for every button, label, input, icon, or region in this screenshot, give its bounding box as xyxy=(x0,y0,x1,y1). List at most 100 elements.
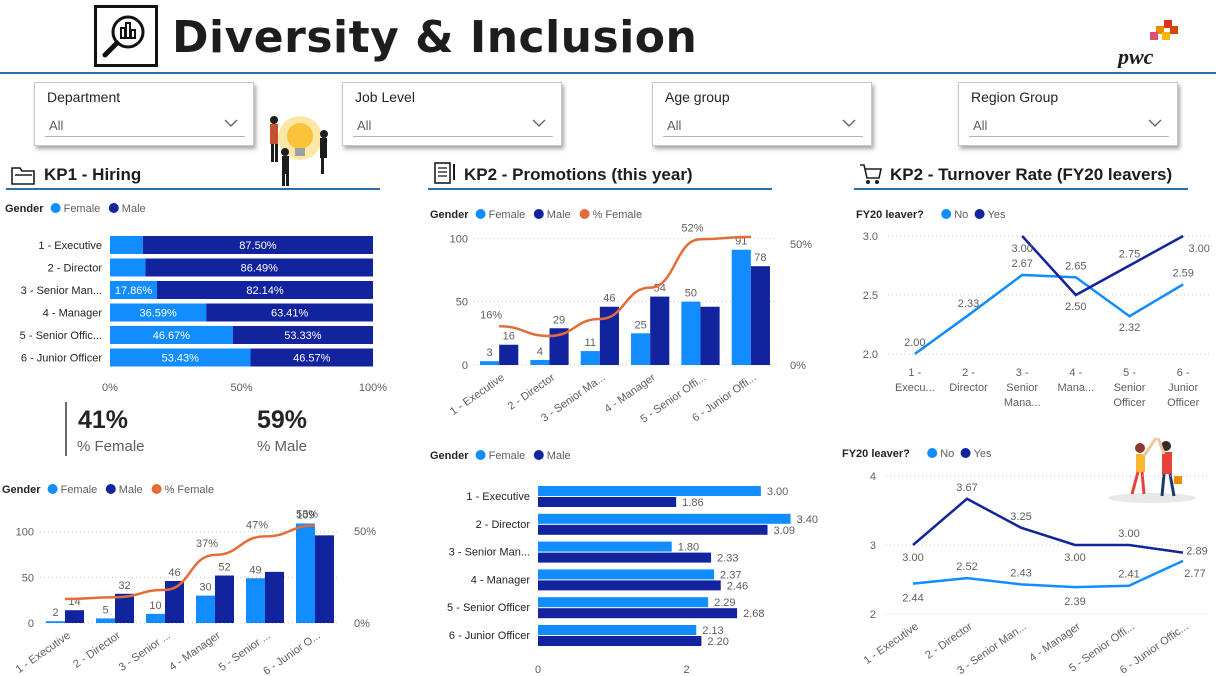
x-tick-label: 50% xyxy=(230,382,252,394)
job-level-filter[interactable]: Job Level All xyxy=(342,82,562,146)
female-bar xyxy=(538,513,791,524)
y-tick-label: 0 xyxy=(28,618,34,630)
hiring-count-legend-label: Male xyxy=(119,484,143,496)
yes-data-label: 2.89 xyxy=(1186,546,1207,558)
female-data-label: 2.37 xyxy=(720,569,741,581)
turnover-line-chart-1: FY20 leaver? No Yes 2.0 2.5 3.0 2.00 2.33 2.67 2.… xyxy=(856,209,1210,409)
department-filter[interactable]: Department All xyxy=(34,82,254,146)
y-tick-label: 2.5 xyxy=(863,290,878,302)
hiring-stack-legend-title: Gender xyxy=(5,203,44,215)
category-label: Junior xyxy=(1168,382,1198,394)
y-tick-label: 0 xyxy=(462,360,468,372)
no-series-line xyxy=(914,273,1184,356)
female-data-label: 3 xyxy=(487,347,493,359)
turnover-2-legend-title: FY20 leaver? xyxy=(842,448,910,460)
male-data-label: 2.33 xyxy=(717,553,738,565)
region-group-filter[interactable]: Region Group All xyxy=(958,82,1178,146)
y-tick-label: 3 xyxy=(870,540,876,552)
male-data-label: 78 xyxy=(754,252,766,264)
promotions-counts-chart: Gender Female Male % Female 0 50 100 0% 50% 3 16 1 … xyxy=(430,209,812,426)
age-group-filter[interactable]: Age group All xyxy=(652,82,872,146)
x-tick-label: 2 xyxy=(684,664,690,676)
y-tick-label: 50 xyxy=(456,297,468,309)
region-group-dropdown[interactable]: All xyxy=(969,113,1169,137)
chevron-down-icon[interactable] xyxy=(1147,115,1163,131)
y-tick-label: 4 xyxy=(870,471,876,483)
male-bar xyxy=(115,593,134,623)
no-data-label: 2.77 xyxy=(1184,568,1205,580)
analytics-magnifier-icon xyxy=(94,5,158,67)
y2-tick-label: 0% xyxy=(354,618,370,630)
promo-hbar-legend-title: Gender xyxy=(430,450,469,462)
female-data-label: 2 xyxy=(52,607,58,619)
male-data-label: 52 xyxy=(218,562,230,574)
kpi-female-label: % Female xyxy=(77,438,145,455)
male-bar xyxy=(65,610,84,623)
male-data-label: 82.14% xyxy=(246,285,284,297)
shopping-cart-icon xyxy=(860,164,882,184)
job-level-dropdown[interactable]: All xyxy=(353,113,553,137)
category-label: 4 - Manager xyxy=(167,629,223,673)
pct-female-data-label: 53% xyxy=(296,508,318,520)
male-bar xyxy=(142,236,373,254)
pwc-logo: pwc xyxy=(1112,18,1182,69)
category-label: 2 - Director xyxy=(923,620,975,661)
category-label: 6 - Junior Officer xyxy=(21,353,102,365)
y-tick-label: 2 xyxy=(870,609,876,621)
category-label: 1 - Executive xyxy=(448,372,507,418)
male-data-label: 16 xyxy=(503,331,515,343)
chevron-down-icon[interactable] xyxy=(841,115,857,131)
hiring-count-legend-marker xyxy=(151,484,162,494)
male-bar xyxy=(265,571,284,623)
chevron-down-icon[interactable] xyxy=(531,115,547,131)
promo-hbar-legend-label: Male xyxy=(547,450,571,462)
yes-data-label: 3.25 xyxy=(1010,511,1031,523)
category-label: 5 - Senior Offic... xyxy=(20,330,102,342)
department-filter-label: Department xyxy=(47,89,121,105)
female-bar xyxy=(538,597,709,608)
female-bar xyxy=(146,613,165,623)
male-data-label: 63.41% xyxy=(271,308,309,320)
female-bar xyxy=(538,569,715,580)
male-bar xyxy=(538,524,768,535)
female-data-label: 49 xyxy=(249,564,261,576)
promo-hbar-legend-marker xyxy=(475,450,486,460)
male-data-label: 32 xyxy=(118,580,130,592)
male-bar xyxy=(156,281,373,299)
yes-data-label: 3.00 xyxy=(1064,552,1085,564)
female-data-label: 1.80 xyxy=(678,542,699,554)
category-label: 2 - xyxy=(962,367,975,379)
female-bar xyxy=(296,523,315,623)
female-bar xyxy=(246,578,265,623)
female-data-label: 46.67% xyxy=(153,330,191,342)
no-data-label: 2.44 xyxy=(902,593,923,605)
hiring-counts-chart: Gender Female Male% Female0501000%50%2141 … xyxy=(2,484,376,676)
male-data-label: 1.86 xyxy=(682,497,703,509)
chevron-down-icon[interactable] xyxy=(223,115,239,131)
age-group-dropdown[interactable]: All xyxy=(663,113,863,137)
pct-female-data-label: 47% xyxy=(246,519,268,531)
male-data-label: 29 xyxy=(553,314,565,326)
male-bar xyxy=(538,497,677,507)
department-dropdown[interactable]: All xyxy=(45,113,245,137)
hiring-stack-legend-label: Female xyxy=(64,203,101,215)
hiring-stack-legend-marker xyxy=(108,203,119,213)
yes-data-label: 3.00 xyxy=(902,552,923,564)
y2-tick-label: 50% xyxy=(354,526,376,538)
age-group-filter-value: All xyxy=(667,118,682,133)
high-five-illustration xyxy=(1108,437,1196,503)
promo-hbar-legend-label: Female xyxy=(489,450,526,462)
female-data-label: 109 xyxy=(296,509,314,521)
female-bar xyxy=(110,326,233,344)
male-data-label: 46.57% xyxy=(293,353,331,365)
promo-count-legend-marker xyxy=(475,209,486,219)
yes-data-label: 3.00 xyxy=(1011,243,1032,255)
female-bar xyxy=(480,361,500,365)
hiring-count-legend-title: Gender xyxy=(2,484,41,496)
category-label: Senior xyxy=(1114,382,1146,394)
hiring-section-rule xyxy=(6,188,380,190)
hiring-stack-legend-marker xyxy=(50,203,61,213)
category-label: 5 - xyxy=(1123,367,1136,379)
category-label: 2 - Director xyxy=(476,519,531,531)
promo-count-legend-label: % Female xyxy=(593,209,643,221)
